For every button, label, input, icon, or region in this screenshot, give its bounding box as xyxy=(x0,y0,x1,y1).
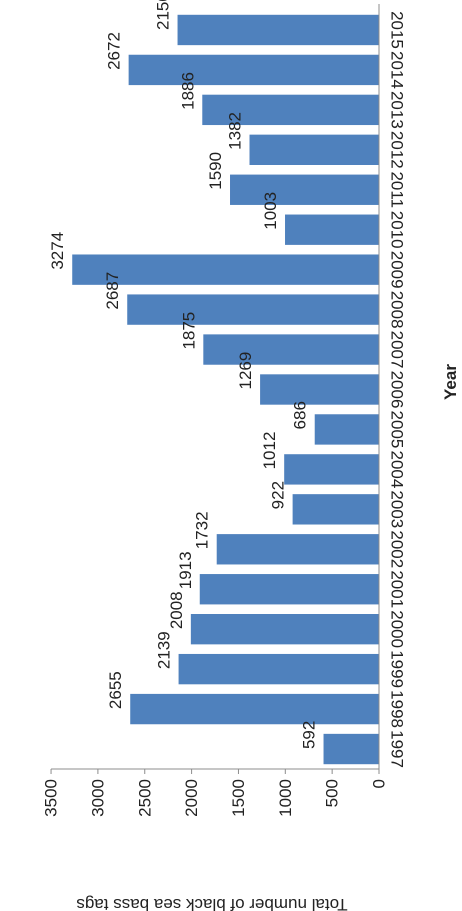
data-label-1999: 2139 xyxy=(155,631,174,669)
bar-1998 xyxy=(130,693,379,725)
data-label-2008: 2687 xyxy=(103,272,122,310)
category-label-1999: 1999 xyxy=(388,650,407,688)
bar-2014 xyxy=(128,54,379,86)
bar-2015 xyxy=(177,14,379,46)
data-label-2014: 2672 xyxy=(105,32,124,70)
category-label-2013: 2013 xyxy=(388,91,407,129)
data-label-2013: 1886 xyxy=(178,72,197,110)
data-label-2003: 922 xyxy=(269,481,288,509)
category-label-1998: 1998 xyxy=(388,690,407,728)
data-label-2012: 1382 xyxy=(226,112,245,150)
category-label-2001: 2001 xyxy=(388,570,407,608)
bar-2011 xyxy=(230,174,379,205)
data-label-2001: 1913 xyxy=(176,551,195,589)
value-ticks-group: 0 500 1000 1500 2000 2500 3000 3500 xyxy=(42,769,389,817)
bar-2003 xyxy=(292,494,379,525)
bar-2001 xyxy=(199,574,379,605)
data-label-2002: 1732 xyxy=(193,511,212,549)
category-label-2004: 2004 xyxy=(388,450,407,488)
bar-2009 xyxy=(72,254,379,285)
value-tick-label-500: 500 xyxy=(323,779,342,807)
category-label-2007: 2007 xyxy=(388,331,407,369)
data-label-1997: 592 xyxy=(300,721,319,749)
value-tick-label-3000: 3000 xyxy=(88,779,107,817)
bar-2000 xyxy=(190,614,379,645)
category-label-2011: 2011 xyxy=(388,171,407,208)
data-label-2015: 2150 xyxy=(154,0,173,30)
data-labels-group: 592 2655 2139 2008 1913 1732 922 1012 686 1269 187… xyxy=(48,0,318,749)
data-label-2005: 686 xyxy=(291,401,310,429)
bar-2002 xyxy=(216,534,379,565)
bar-1997 xyxy=(323,733,379,765)
value-tick-label-1500: 1500 xyxy=(229,779,248,817)
data-label-2009: 3274 xyxy=(48,232,67,270)
bar-2007 xyxy=(203,334,379,365)
category-label-2014: 2014 xyxy=(388,51,407,89)
category-label-1997: 1997 xyxy=(388,730,407,768)
category-label-2015: 2015 xyxy=(388,11,407,49)
bar-2004 xyxy=(284,454,379,485)
bar-2005 xyxy=(314,414,379,445)
value-tick-label-1000: 1000 xyxy=(276,779,295,817)
value-tick-label-2500: 2500 xyxy=(135,779,154,817)
bar-2012 xyxy=(249,134,379,165)
data-label-2010: 1003 xyxy=(261,192,280,230)
data-label-2011: 1590 xyxy=(206,152,225,190)
x-axis-title: Year xyxy=(441,364,460,400)
category-label-2009: 2009 xyxy=(388,251,407,289)
data-label-2006: 1269 xyxy=(236,352,255,390)
category-label-2008: 2008 xyxy=(388,291,407,329)
data-label-2007: 1875 xyxy=(179,312,198,350)
category-label-2010: 2010 xyxy=(388,211,407,249)
bar-2013 xyxy=(202,94,379,126)
bar-2010 xyxy=(285,214,379,245)
category-label-2005: 2005 xyxy=(388,411,407,449)
bar-2006 xyxy=(260,374,379,405)
data-label-1998: 2655 xyxy=(106,671,125,709)
y-axis-title: Total number of black sea bass tags xyxy=(76,895,347,911)
value-tick-label-0: 0 xyxy=(370,779,389,788)
plot-area: 592 2655 2139 2008 1913 1732 922 1012 686 1269 187… xyxy=(42,0,407,817)
bar-1999 xyxy=(178,653,379,685)
bar-2008 xyxy=(127,294,379,325)
value-tick-label-3500: 3500 xyxy=(42,779,61,817)
bars-group xyxy=(72,14,379,765)
data-label-2004: 1012 xyxy=(260,432,279,470)
data-label-2000: 2008 xyxy=(167,591,186,629)
category-label-2006: 2006 xyxy=(388,371,407,409)
category-label-2002: 2002 xyxy=(388,530,407,568)
category-label-2012: 2012 xyxy=(388,131,407,169)
value-tick-label-2000: 2000 xyxy=(182,779,201,817)
category-label-2000: 2000 xyxy=(388,610,407,648)
category-label-2003: 2003 xyxy=(388,490,407,528)
